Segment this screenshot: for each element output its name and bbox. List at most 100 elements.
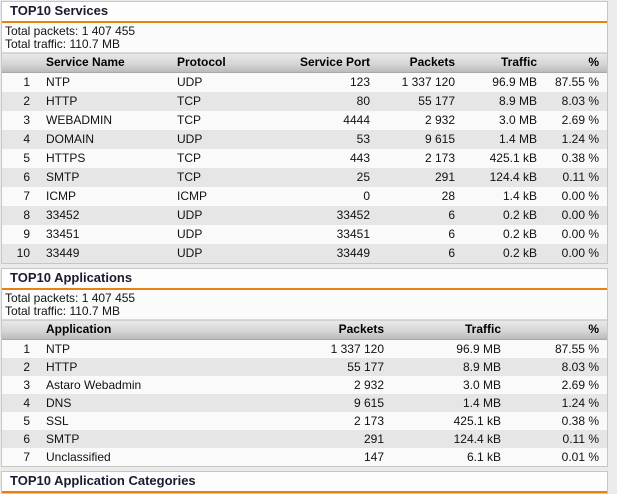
cell: 0.2 kB	[502, 246, 537, 260]
cell: TCP	[177, 94, 201, 108]
cell: 55 177	[418, 94, 455, 108]
cell: 8.9 MB	[498, 94, 537, 108]
cell: 2 932	[424, 113, 455, 127]
cell: 2.69 %	[561, 377, 599, 392]
cell: 0.2 kB	[502, 227, 537, 241]
cell: 124.4 kB	[453, 431, 501, 446]
report-section: TOP10 Services Total packets: 1 407 455 …	[1, 1, 608, 264]
rank-cell: 7	[23, 189, 30, 203]
data-table: Application Packets Traffic% 1 NTP 1 337 120…	[2, 319, 607, 466]
cell: 0.2 kB	[502, 208, 537, 222]
cell: 1.24 %	[561, 395, 599, 410]
cell: 147	[363, 449, 384, 464]
section-totals: Total packets: 1 407 455 Total traffic: …	[2, 23, 607, 52]
cell: 33449	[336, 246, 370, 260]
rank-cell: 9	[23, 227, 30, 241]
cell: 33451	[46, 227, 80, 241]
cell: 0.00 %	[561, 189, 599, 203]
table-header-row: Service Name Protocol Service Port Packets T…	[2, 52, 607, 73]
table-row: 4 DOMAIN UDP 53 9 615 1.4 MB 1.24 %	[2, 130, 607, 149]
column-header: %	[545, 52, 607, 73]
cell: 0.00 %	[561, 246, 599, 260]
table-row: 3 Astaro Webadmin 2 932 3.0 MB 2.69 %	[2, 376, 607, 394]
cell: HTTP	[46, 94, 78, 108]
rank-cell: 1	[23, 341, 30, 356]
table-row: 2 HTTP TCP 80 55 177 8.9 MB 8.03 %	[2, 92, 607, 111]
cell: 87.55 %	[554, 341, 599, 356]
column-header: Packets	[262, 319, 392, 340]
cell: TCP	[177, 113, 201, 127]
cell: 1 337 120	[401, 75, 455, 89]
cell: DOMAIN	[46, 132, 94, 146]
cell: UDP	[177, 227, 203, 241]
cell: 96.9 MB	[456, 341, 501, 356]
rank-cell: 10	[16, 246, 30, 260]
cell: 9 615	[424, 132, 455, 146]
cell: 2 173	[353, 413, 384, 428]
cell: 9 615	[353, 395, 384, 410]
rank-column-header	[2, 52, 38, 73]
column-header: %	[509, 319, 607, 340]
table-header-row: Application Packets Traffic%	[2, 319, 607, 340]
rank-cell: 7	[23, 449, 30, 464]
rank-cell: 2	[23, 359, 30, 374]
cell: 8.9 MB	[462, 359, 501, 374]
cell: 80	[356, 94, 370, 108]
cell: 425.1 kB	[453, 413, 501, 428]
cell: 123	[349, 75, 370, 89]
cell: 3.0 MB	[498, 113, 537, 127]
column-header: Service Name	[38, 52, 169, 73]
cell: 96.9 MB	[492, 75, 537, 89]
cell: UDP	[177, 132, 203, 146]
cell: 1.4 MB	[462, 395, 501, 410]
table-row: 6 SMTP 291 124.4 kB 0.11 %	[2, 430, 607, 448]
cell: 2.69 %	[561, 113, 599, 127]
cell: 1 337 120	[330, 341, 384, 356]
rank-cell: 4	[23, 395, 30, 410]
cell: 1.4 kB	[502, 189, 537, 203]
table-row: 7 Unclassified 147 6.1 kB 0.01 %	[2, 448, 607, 466]
table-row: 2 HTTP 55 177 8.9 MB 8.03 %	[2, 358, 607, 376]
table-row: 5 SSL 2 173 425.1 kB 0.38 %	[2, 412, 607, 430]
rank-cell: 5	[23, 413, 30, 428]
table-row: 8 33452 UDP 33452 6 0.2 kB 0.00 %	[2, 206, 607, 225]
cell: 25	[356, 170, 370, 184]
column-header: Application	[38, 319, 262, 340]
section-title: TOP10 Services	[2, 2, 607, 23]
cell: 8.03 %	[561, 94, 599, 108]
cell: 1.4 MB	[498, 132, 537, 146]
section-totals: Total packets: 1 407 455 Total traffic: …	[2, 290, 607, 319]
cell: 0.38 %	[561, 413, 599, 428]
rank-cell: 5	[23, 151, 30, 165]
cell: 291	[363, 431, 384, 446]
column-header: Protocol	[169, 52, 274, 73]
cell: 6	[448, 208, 455, 222]
column-header: Packets	[378, 52, 463, 73]
cell: 33451	[336, 227, 370, 241]
cell: 2 932	[353, 377, 384, 392]
cell: NTP	[46, 341, 70, 356]
rank-cell: 2	[23, 94, 30, 108]
column-header: Traffic	[463, 52, 545, 73]
cell: UDP	[177, 208, 203, 222]
cell: NTP	[46, 75, 70, 89]
cell: 33449	[46, 246, 80, 260]
cell: SMTP	[46, 170, 80, 184]
cell: Unclassified	[46, 449, 111, 464]
rank-cell: 3	[23, 377, 30, 392]
rank-column-header	[2, 319, 38, 340]
cell: 33452	[46, 208, 80, 222]
cell: 0.11 %	[562, 170, 599, 184]
report-section: TOP10 Applications Total packets: 1 407 …	[1, 268, 608, 467]
cell: 0.38 %	[561, 151, 599, 165]
cell: 28	[441, 189, 455, 203]
table-row: 1 NTP UDP 123 1 337 120 96.9 MB 87.55 %	[2, 72, 607, 92]
table-row: 3 WEBADMIN TCP 4444 2 932 3.0 MB 2.69 %	[2, 111, 607, 130]
report-section: TOP10 Application Categories	[1, 471, 608, 494]
table-row: 5 HTTPS TCP 443 2 173 425.1 kB 0.38 %	[2, 149, 607, 168]
column-header: Traffic	[392, 319, 509, 340]
cell: 124.4 kB	[489, 170, 537, 184]
total-packets: Total packets: 1 407 455	[5, 291, 136, 305]
cell: ICMP	[177, 189, 207, 203]
